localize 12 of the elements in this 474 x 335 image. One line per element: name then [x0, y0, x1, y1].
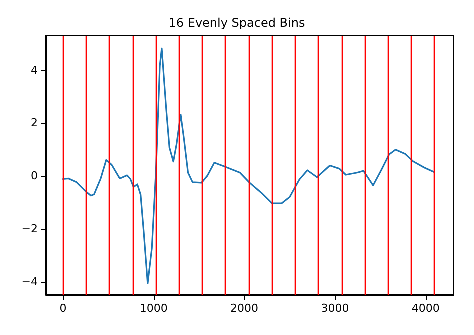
y-tick-label: 2: [31, 116, 38, 130]
x-tick-label: 1000: [140, 302, 168, 315]
x-tick-label: 4000: [412, 302, 440, 315]
y-tick-label: 0: [31, 170, 38, 183]
y-tick-label: −2: [22, 222, 38, 236]
x-tick-label: 0: [60, 302, 67, 315]
x-tick-label: 2000: [230, 302, 259, 315]
chart-title: 16 Evenly Spaced Bins: [168, 16, 306, 30]
x-tick-label: 3000: [321, 302, 350, 315]
y-tick-label: −4: [22, 275, 38, 288]
line-series: [62, 48, 436, 284]
y-tick-label: 4: [31, 64, 38, 77]
